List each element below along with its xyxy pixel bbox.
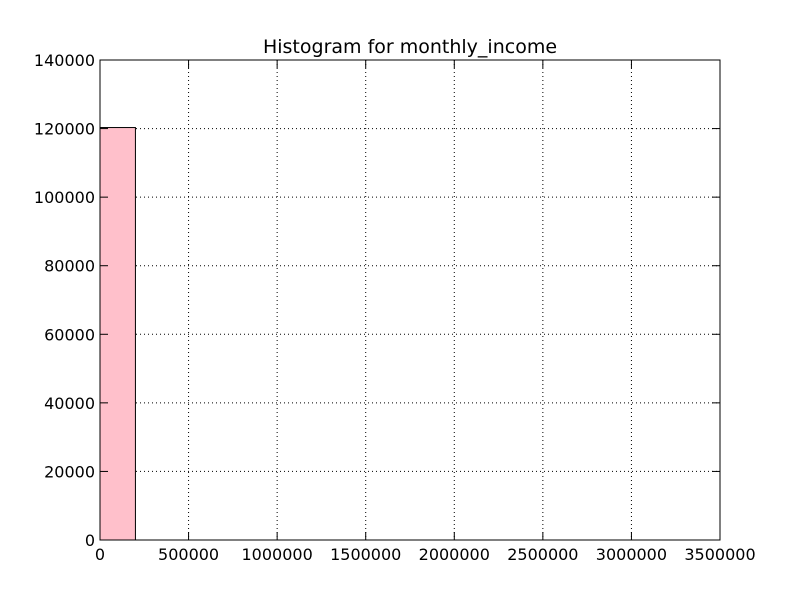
chart-title: Histogram for monthly_income	[263, 36, 557, 58]
histogram-bar	[99, 127, 136, 541]
y-tick-label: 120000	[34, 120, 95, 139]
axis-ticks	[99, 59, 721, 541]
y-tick-label: 0	[85, 531, 95, 550]
y-tick-labels: 0 20000 40000 60000 80000 100000 120000 140000	[34, 51, 95, 550]
x-tick-label: 500000	[158, 545, 219, 564]
x-tick-labels: 0 500000 1000000 1500000 2000000 2500000 30000…	[95, 545, 756, 564]
plot-frame	[99, 59, 721, 541]
x-tick-label: 0	[95, 545, 105, 564]
x-tick-label: 2500000	[507, 545, 578, 564]
y-tick-label: 80000	[44, 257, 95, 276]
y-tick-label: 140000	[34, 51, 95, 70]
grid-lines	[100, 60, 720, 540]
x-tick-label: 3000000	[596, 545, 667, 564]
y-tick-label: 100000	[34, 188, 95, 207]
x-tick-label: 1000000	[242, 545, 313, 564]
y-tick-label: 60000	[44, 325, 95, 344]
x-tick-label: 3500000	[684, 545, 755, 564]
y-tick-label: 40000	[44, 394, 95, 413]
x-tick-label: 1500000	[330, 545, 401, 564]
histogram-bars	[99, 127, 136, 541]
x-tick-label: 2000000	[419, 545, 490, 564]
y-tick-label: 20000	[44, 462, 95, 481]
